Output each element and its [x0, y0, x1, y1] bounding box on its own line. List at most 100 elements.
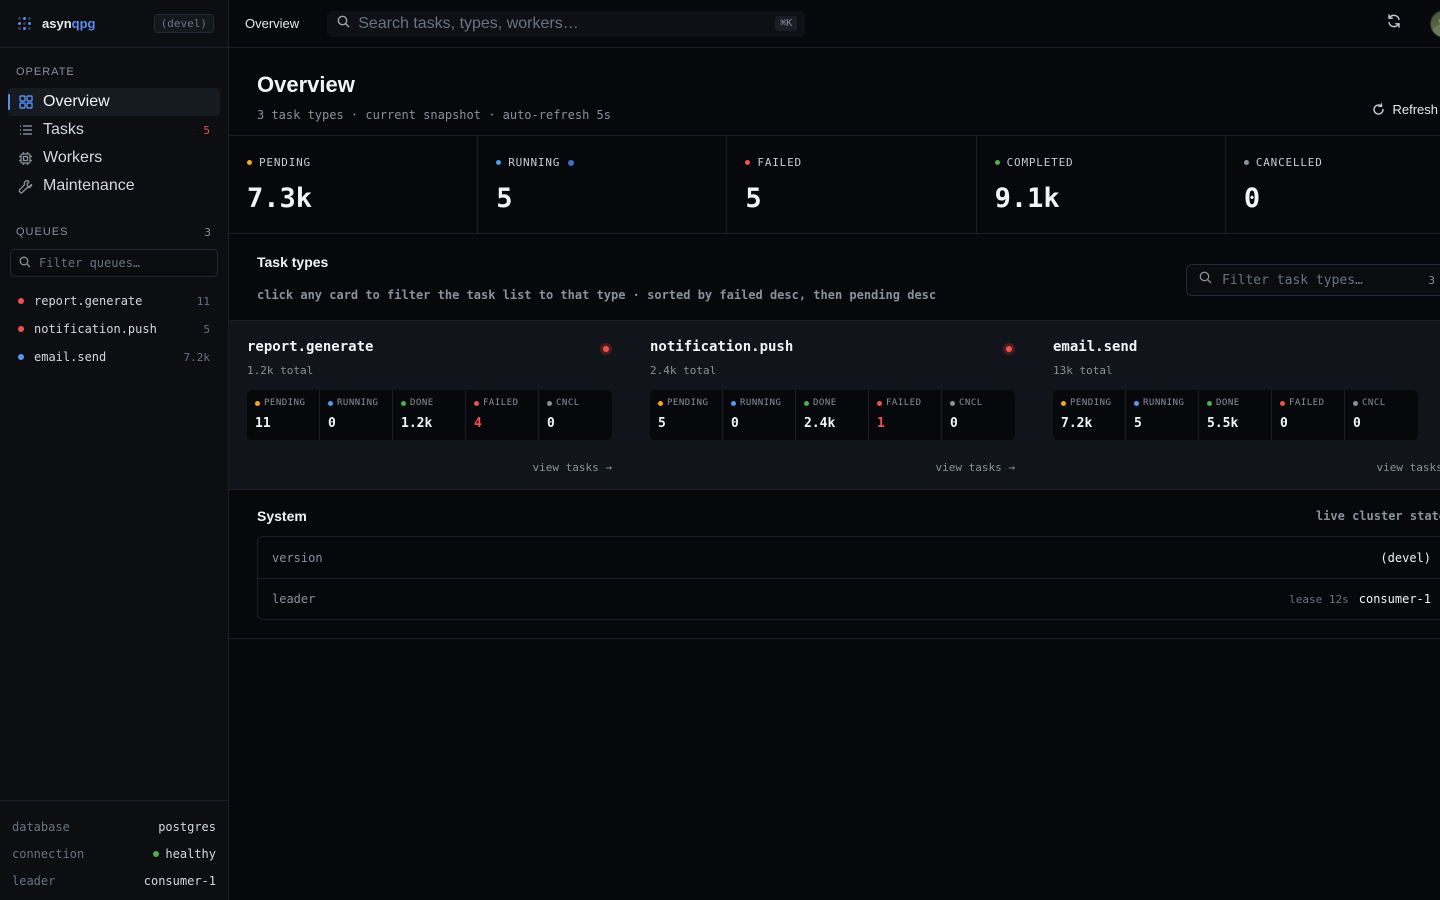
card-metrics: PENDING 7.2k RUNNING 5 DONE 5.5k FAILED 0 CN…: [1053, 390, 1418, 440]
sidebar: asynqpg (devel) OPERATE Overview Tasks 5: [0, 0, 229, 900]
queue-filter[interactable]: [10, 249, 218, 277]
metric-done: DONE 1.2k: [393, 390, 466, 440]
status-dot: [745, 160, 751, 165]
queue-name: email.send: [34, 350, 107, 364]
sidebar-item-label: Tasks: [43, 121, 84, 138]
task-type-filter[interactable]: 3: [1186, 264, 1440, 296]
card-title: email.send: [1053, 339, 1138, 355]
task-type-card-notification-push[interactable]: notification.push 2.4k total PENDING 5 RU…: [650, 321, 1053, 489]
stats-row: PENDING 7.3k RUNNING 5 FAILED 5 COMPLETE…: [229, 136, 1440, 234]
list-icon: [18, 123, 33, 138]
footer-row-database: database postgres: [12, 819, 216, 834]
queue-filter-input[interactable]: [39, 256, 209, 270]
page-header: Overview 3 task types · current snapshot…: [229, 48, 1440, 136]
metric-cancelled: CNCL 0: [547, 398, 580, 431]
search-icon: [337, 15, 350, 33]
queue-count: 11: [196, 294, 210, 308]
view-tasks-link[interactable]: view tasks →: [935, 461, 1015, 474]
sidebar-item-label: Overview: [43, 93, 110, 110]
status-dot: [18, 326, 24, 332]
sidebar-item-workers[interactable]: Workers: [8, 144, 220, 172]
metric-pending: PENDING 11: [247, 390, 320, 440]
task-type-card-email-send[interactable]: email.send 13k total PENDING 7.2k RUNNING…: [1053, 321, 1440, 489]
task-type-card-report-generate[interactable]: report.generate 1.2k total PENDING 11 RUN…: [247, 321, 650, 489]
stat-running[interactable]: RUNNING 5: [478, 136, 728, 233]
refresh-button[interactable]: Refresh: [1360, 98, 1440, 120]
system-row-leader: leader lease 12s consumer-1: [258, 578, 1440, 619]
queue-item-notification-push[interactable]: notification.push 5: [10, 315, 218, 343]
shortcut-hint: ⌘K: [775, 16, 798, 31]
search-icon: [19, 256, 31, 271]
wrench-icon: [18, 179, 33, 194]
search-input[interactable]: [358, 14, 776, 33]
system-row-version: version (devel): [272, 550, 1431, 565]
queue-name: notification.push: [34, 322, 157, 336]
queue-count: 7.2k: [183, 350, 211, 364]
sidebar-item-label: Workers: [43, 149, 103, 166]
search-icon: [1199, 271, 1212, 289]
card-metrics: PENDING 11 RUNNING 0 DONE 1.2k FAILED 4 CNCL…: [247, 390, 612, 440]
global-search[interactable]: ⌘K: [327, 10, 806, 37]
view-tasks-link[interactable]: view tasks →: [1376, 461, 1440, 474]
tasks-failed-count: 5: [203, 123, 210, 137]
card-total: 13k total: [1053, 364, 1113, 377]
metric-cancelled: CNCL 0: [950, 398, 983, 431]
footer-row-leader: leader consumer-1: [12, 873, 216, 888]
queue-count: 5: [203, 322, 210, 336]
sidebar-item-overview[interactable]: Overview: [8, 88, 220, 116]
logo-icon: [16, 16, 32, 32]
queue-item-report-generate[interactable]: report.generate 11: [10, 287, 218, 315]
sync-button[interactable]: [1380, 10, 1408, 38]
queue-list: report.generate 11 notification.push 5 e…: [0, 287, 228, 371]
sidebar-item-label: Maintenance: [43, 177, 135, 194]
task-types-hint: click any card to filter the task list t…: [257, 288, 937, 302]
avatar[interactable]: [1430, 9, 1440, 38]
live-indicator: [568, 159, 575, 166]
grid-icon: [18, 95, 33, 110]
env-badge: (devel): [153, 14, 214, 33]
sidebar-footer: database postgres connection healthy lea…: [0, 800, 228, 900]
stat-completed[interactable]: COMPLETED 9.1k: [977, 136, 1226, 233]
page-subtitle: 3 task types · current snapshot · auto-r…: [257, 108, 612, 122]
brand-name[interactable]: asynqpg: [42, 16, 96, 31]
metric-pending: PENDING 7.2k: [1053, 390, 1126, 440]
queues-count: 3: [204, 226, 212, 239]
task-type-filter-input[interactable]: [1222, 272, 1429, 288]
stat-failed[interactable]: FAILED 5: [727, 136, 977, 233]
section-title: System: [257, 508, 307, 524]
queue-item-email-send[interactable]: email.send 7.2k: [10, 343, 218, 371]
sidebar-item-maintenance[interactable]: Maintenance: [8, 172, 220, 200]
task-type-count: 3: [1428, 273, 1435, 287]
sidebar-item-tasks[interactable]: Tasks 5: [8, 116, 220, 144]
stat-cancelled[interactable]: CANCELLED 0: [1243, 156, 1323, 214]
metric-running: RUNNING 0: [723, 390, 796, 440]
queue-name: report.generate: [34, 294, 143, 308]
section-title: Task types: [257, 254, 329, 270]
operate-section-label: OPERATE: [16, 66, 75, 78]
brand-bar: asynqpg (devel): [0, 0, 228, 48]
metric-done: DONE 2.4k: [796, 390, 869, 440]
system-meta: live cluster state: [1315, 509, 1440, 523]
refresh-icon: [1386, 13, 1402, 34]
topbar: Overview ⌘K: [229, 0, 1440, 48]
metric-pending: PENDING 5: [650, 390, 723, 440]
system-section: System live cluster state version (devel…: [229, 490, 1440, 639]
operate-nav: Overview Tasks 5 Workers Maintenance: [0, 88, 228, 200]
metric-running: RUNNING 5: [1126, 390, 1199, 440]
metric-failed: FAILED 4: [466, 390, 539, 440]
metric-failed: FAILED 1: [869, 390, 942, 440]
breadcrumb[interactable]: Overview: [245, 16, 300, 31]
stat-pending[interactable]: PENDING 7.3k: [229, 136, 479, 233]
system-info-table: version (devel) leader lease 12s consume…: [257, 536, 1440, 620]
status-dot: [247, 160, 252, 165]
view-tasks-link[interactable]: view tasks →: [532, 461, 612, 474]
metric-running: RUNNING 0: [320, 390, 393, 440]
status-dot: [153, 850, 160, 857]
health-indicator: [1003, 343, 1015, 355]
metric-done: DONE 5.5k: [1199, 390, 1272, 440]
metric-failed: FAILED 0: [1272, 390, 1345, 440]
page-title: Overview: [257, 72, 355, 97]
card-total: 1.2k total: [247, 364, 314, 377]
health-indicator: [600, 343, 612, 355]
